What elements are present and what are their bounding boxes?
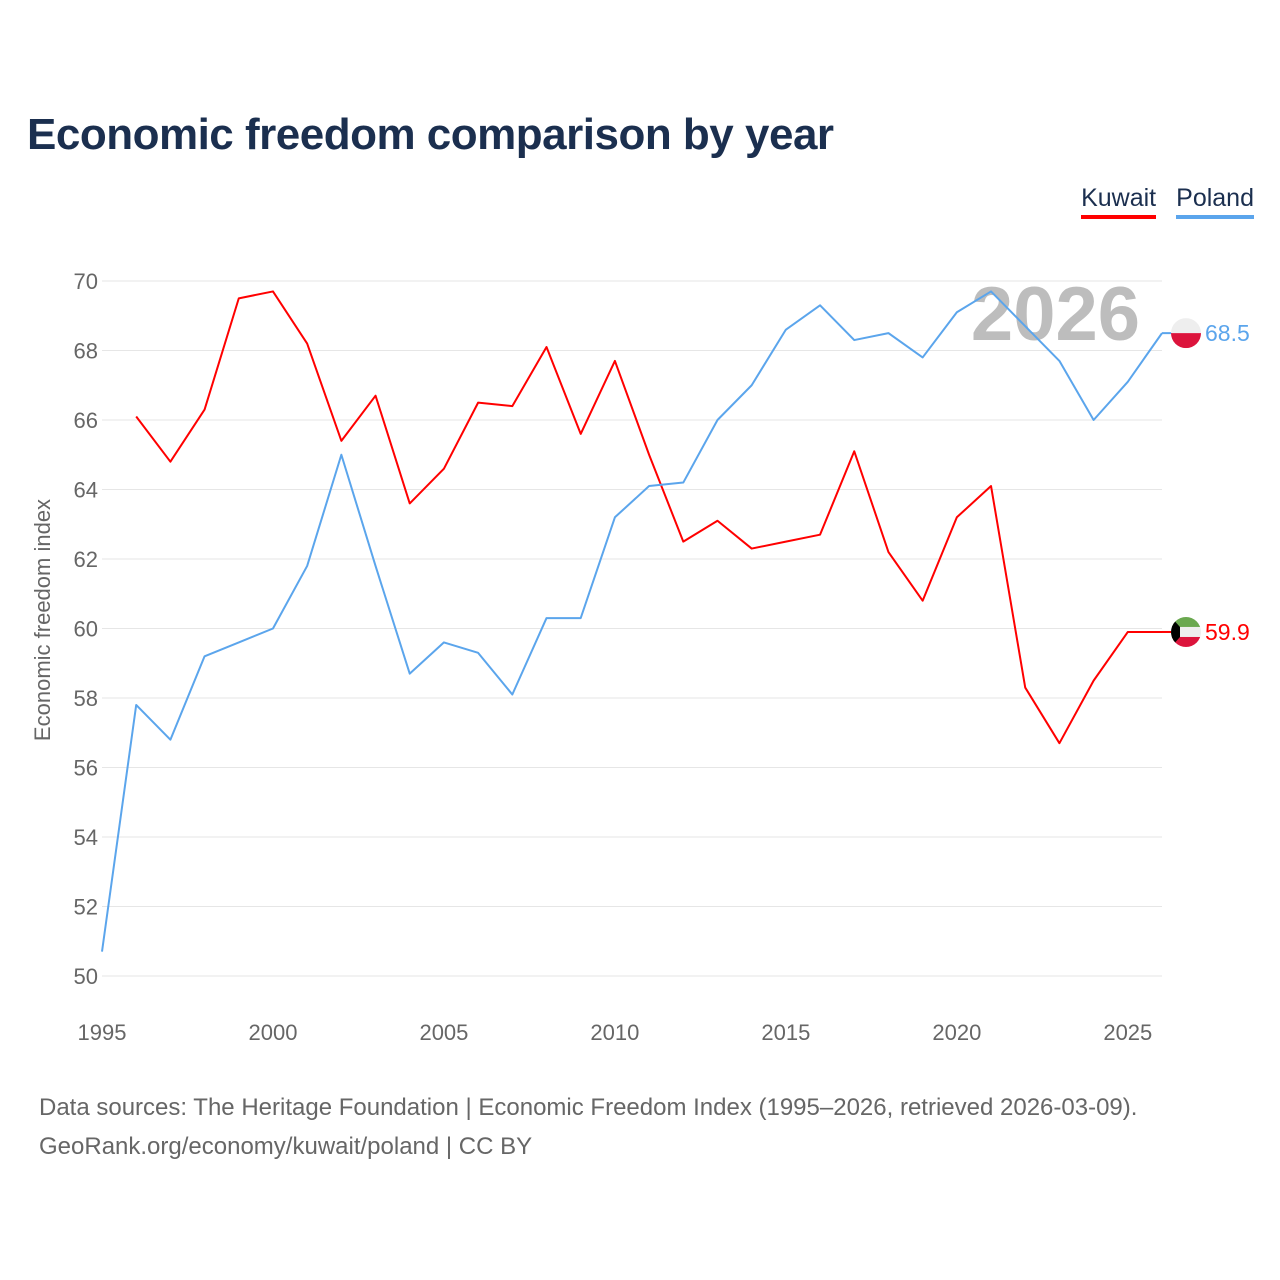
x-tick-label: 2015 <box>761 1020 810 1045</box>
series-line-kuwait <box>135 290 1162 745</box>
x-tick-label: 2000 <box>248 1020 297 1045</box>
y-tick-label: 52 <box>74 895 98 920</box>
legend: Kuwait Poland <box>1081 184 1254 219</box>
y-tick-label: 62 <box>74 547 98 572</box>
y-tick-label: 58 <box>74 686 98 711</box>
source-line-2[interactable]: GeoRank.org/economy/kuwait/poland | CC B… <box>39 1133 533 1160</box>
series-line-poland <box>101 290 1163 952</box>
poland-flag-icon <box>1171 318 1201 349</box>
x-tick-label: 1995 <box>78 1020 127 1045</box>
y-tick-label: 70 <box>74 269 98 294</box>
y-tick-label: 54 <box>74 825 98 850</box>
kuwait-flag-icon <box>1171 616 1201 647</box>
y-tick-label: 66 <box>74 408 98 433</box>
y-tick-label: 68 <box>74 339 98 364</box>
legend-kuwait[interactable]: Kuwait <box>1081 184 1157 219</box>
year-watermark: 2026 <box>971 272 1140 357</box>
end-value-label-kuwait: 59.9 <box>1205 619 1250 645</box>
x-tick-label: 2025 <box>1103 1020 1152 1045</box>
y-tick-label: 56 <box>74 756 98 781</box>
legend-poland[interactable]: Poland <box>1176 184 1254 219</box>
source-line-1: Data sources: The Heritage Foundation | … <box>39 1094 1138 1121</box>
y-tick-label: 50 <box>74 964 98 989</box>
x-tick-label: 2020 <box>932 1020 981 1045</box>
y-axis-label: Economic freedom index <box>30 499 55 741</box>
source-note: Data sources: The Heritage Foundation | … <box>39 1088 1137 1166</box>
end-value-label-poland: 68.5 <box>1205 320 1250 346</box>
chart-title: Economic freedom comparison by year <box>27 110 834 159</box>
y-tick-label: 60 <box>74 617 98 642</box>
x-tick-label: 2005 <box>419 1020 468 1045</box>
x-tick-label: 2010 <box>590 1020 639 1045</box>
y-tick-label: 64 <box>74 478 98 503</box>
